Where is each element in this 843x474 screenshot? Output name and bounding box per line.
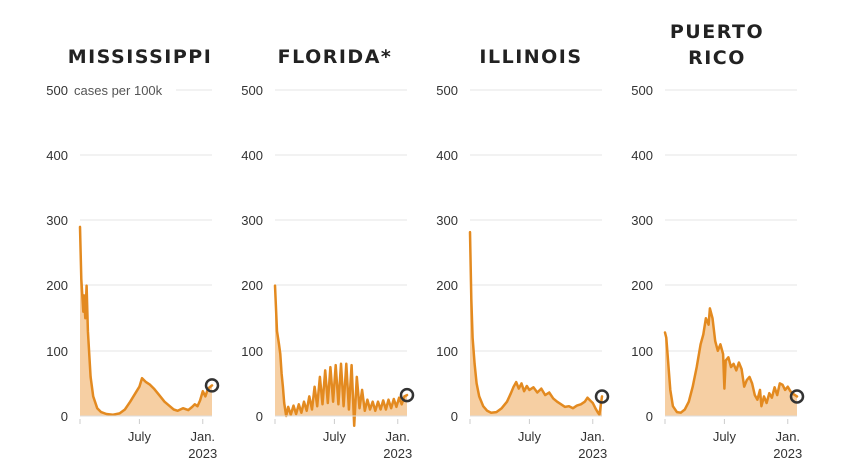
y-tick-label: 400 [241, 148, 263, 163]
x-tick-sublabel: 2023 [383, 446, 412, 461]
chart-title: FLORIDA* [278, 46, 393, 68]
latest-value-marker [789, 389, 805, 404]
y-tick-label: 400 [436, 148, 458, 163]
y-tick-label: 0 [451, 409, 458, 424]
y-tick-label: 100 [46, 344, 68, 359]
x-tick-label: Jan. [775, 429, 800, 444]
x-tick-sublabel: 2023 [773, 446, 802, 461]
x-tick-label: July [713, 429, 737, 444]
y-tick-label: 300 [436, 213, 458, 228]
series-line [78, 225, 214, 416]
y-tick-label: 300 [241, 213, 263, 228]
latest-value-marker [399, 387, 415, 403]
x-tick-label: July [323, 429, 347, 444]
y-tick-label: 200 [436, 278, 458, 293]
y-tick-label: 400 [46, 148, 68, 163]
series-area [665, 308, 797, 416]
x-tick-label: Jan. [580, 429, 605, 444]
y-tick-label: 200 [241, 278, 263, 293]
x-tick-label: July [128, 429, 152, 444]
y-tick-label: 300 [631, 213, 653, 228]
x-tick-sublabel: 2023 [188, 446, 217, 461]
y-tick-label: 100 [241, 344, 263, 359]
y-tick-label: 100 [436, 344, 458, 359]
chart-title-line: RICO [688, 47, 746, 69]
x-tick-sublabel: 2023 [578, 446, 607, 461]
series-area [80, 226, 212, 416]
y-tick-label: 400 [631, 148, 653, 163]
y-axis-unit-label: cases per 100k [74, 83, 163, 98]
y-tick-label: 200 [631, 278, 653, 293]
series-line [468, 230, 604, 416]
y-tick-label: 0 [256, 409, 263, 424]
chart-title: ILLINOIS [479, 46, 582, 68]
series-area [470, 232, 602, 416]
x-tick-label: Jan. [190, 429, 215, 444]
y-tick-label: 500 [241, 83, 263, 98]
series-line [273, 284, 409, 428]
latest-value-marker [204, 378, 220, 393]
x-tick-label: July [518, 429, 542, 444]
series-line [663, 307, 799, 414]
x-tick-label: Jan. [385, 429, 410, 444]
chart-title: MISSISSIPPI [68, 46, 213, 68]
y-tick-label: 500 [436, 83, 458, 98]
y-tick-label: 0 [646, 409, 653, 424]
latest-value-marker [594, 389, 610, 404]
y-tick-label: 100 [631, 344, 653, 359]
chart-title-line: PUERTO [670, 21, 764, 43]
y-tick-label: 500 [46, 83, 68, 98]
y-tick-label: 200 [46, 278, 68, 293]
y-tick-label: 300 [46, 213, 68, 228]
y-tick-label: 0 [61, 409, 68, 424]
y-tick-label: 500 [631, 83, 653, 98]
